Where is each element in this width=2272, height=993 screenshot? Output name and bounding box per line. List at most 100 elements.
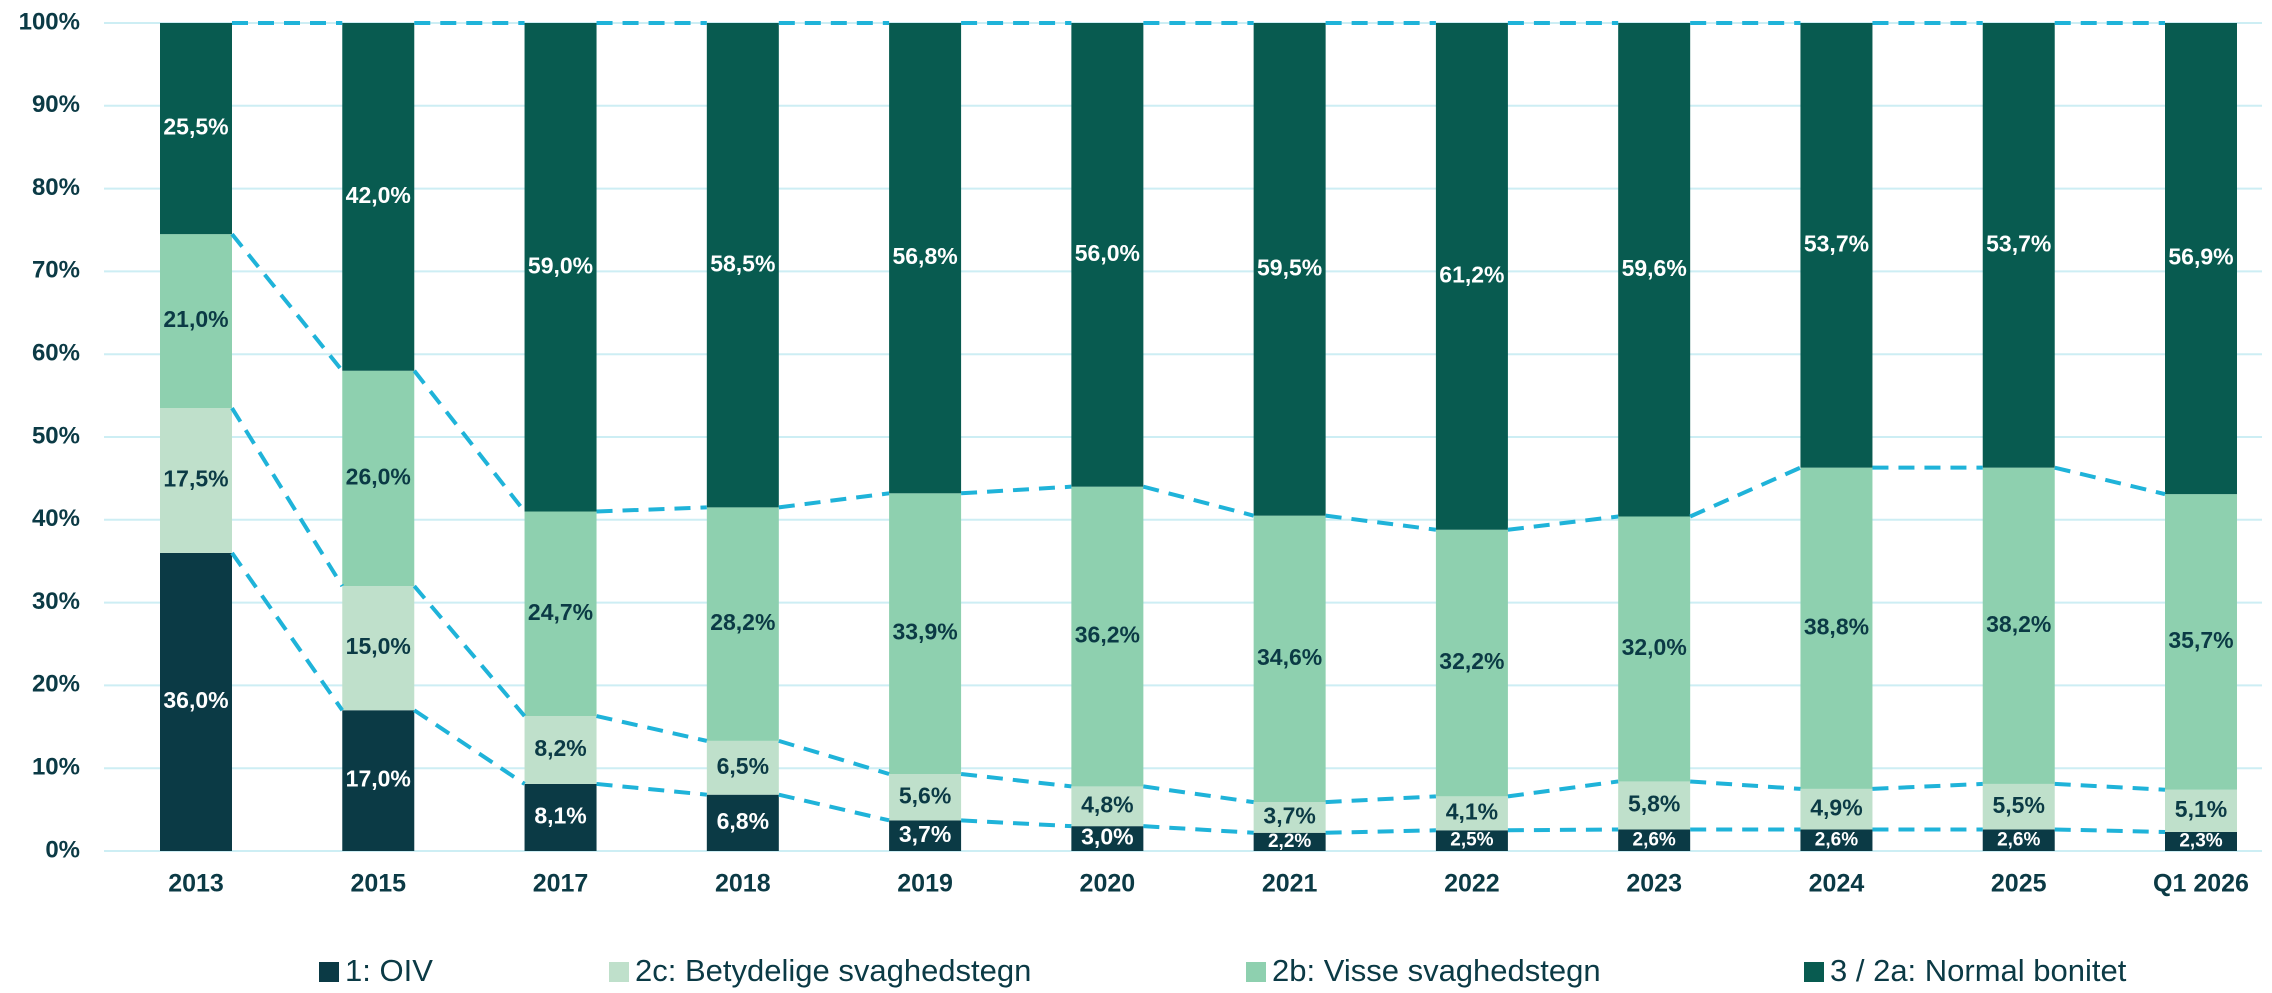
connector-line bbox=[1143, 824, 1254, 835]
bar-segment bbox=[524, 511, 597, 717]
value-label: 4,8% bbox=[1081, 791, 1133, 817]
value-label: 5,6% bbox=[899, 782, 951, 808]
value-label: 36,0% bbox=[163, 687, 228, 713]
value-label: 56,9% bbox=[2168, 244, 2233, 270]
y-tick-label: 100% bbox=[19, 8, 80, 35]
bar-segment bbox=[160, 234, 232, 409]
legend-marker bbox=[1804, 962, 1824, 982]
bar-segment bbox=[160, 552, 232, 851]
value-label: 34,6% bbox=[1257, 644, 1322, 670]
value-label: 17,5% bbox=[163, 466, 228, 492]
connector-line bbox=[596, 714, 708, 743]
connector-line bbox=[1507, 827, 1619, 833]
value-label: 42,0% bbox=[346, 182, 411, 208]
bar-segment bbox=[1253, 23, 1326, 516]
value-label: 2,6% bbox=[1633, 829, 1676, 850]
x-tick-label: 2023 bbox=[1626, 870, 1682, 898]
bar-segment bbox=[342, 23, 415, 371]
value-label: 53,7% bbox=[1986, 230, 2051, 256]
value-label: 33,9% bbox=[892, 619, 957, 645]
connector-line bbox=[230, 406, 344, 588]
value-label: 61,2% bbox=[1439, 261, 1504, 287]
legend-marker bbox=[1246, 962, 1266, 982]
x-tick-label: 2021 bbox=[1262, 870, 1318, 898]
value-label: 2,3% bbox=[2179, 830, 2222, 851]
connector-line bbox=[960, 484, 1072, 496]
legend-label: 2b: Visse svaghedstegn bbox=[1272, 953, 1601, 988]
x-tick-label: Q1 2026 bbox=[2153, 870, 2249, 898]
value-label: 8,2% bbox=[534, 735, 586, 761]
bar-segment bbox=[889, 493, 962, 774]
bar-segment bbox=[706, 740, 779, 795]
bar-segment bbox=[1800, 467, 1873, 789]
bar-segment bbox=[1982, 829, 2055, 851]
bar-segment bbox=[1253, 802, 1326, 833]
bar-segment bbox=[1982, 467, 2055, 784]
connector-line bbox=[412, 369, 527, 513]
connector-line bbox=[2054, 465, 2166, 497]
bar-segment bbox=[342, 586, 415, 711]
legend-marker bbox=[319, 962, 339, 982]
bar-segment bbox=[524, 783, 597, 851]
connector-line bbox=[1325, 794, 1437, 805]
bar-segment bbox=[160, 23, 232, 235]
bar-segment bbox=[2165, 789, 2237, 832]
x-tick-label: 2019 bbox=[897, 870, 953, 898]
y-tick-label: 60% bbox=[32, 340, 80, 367]
x-tick-label: 2020 bbox=[1080, 870, 1136, 898]
value-label: 32,0% bbox=[1622, 634, 1687, 660]
value-label: 3,0% bbox=[1081, 824, 1133, 850]
connector-line bbox=[413, 708, 526, 786]
x-tick-label: 2022 bbox=[1444, 870, 1500, 898]
bar-segment bbox=[1435, 830, 1508, 851]
bar-segment bbox=[160, 408, 232, 553]
value-label: 2,5% bbox=[1450, 830, 1493, 851]
legend-label: 2c: Betydelige svaghedstegn bbox=[635, 953, 1031, 988]
y-tick-label: 20% bbox=[32, 671, 80, 698]
value-label: 26,0% bbox=[346, 463, 411, 489]
bar-segment bbox=[2165, 831, 2237, 851]
bar-segment bbox=[1071, 786, 1144, 827]
value-label: 35,7% bbox=[2168, 627, 2233, 653]
bar-segment bbox=[1800, 23, 1873, 468]
connector-line bbox=[2054, 827, 2166, 834]
connector-line bbox=[1689, 465, 1802, 519]
bar-segment bbox=[706, 23, 779, 508]
bar-segment bbox=[2165, 494, 2237, 790]
value-label: 38,2% bbox=[1986, 611, 2051, 637]
connector-line bbox=[1325, 513, 1437, 532]
bar-segment bbox=[1618, 829, 1691, 851]
bar-segment bbox=[889, 820, 962, 851]
y-tick-label: 70% bbox=[32, 257, 80, 284]
bar-segment bbox=[1618, 516, 1691, 782]
connector-line bbox=[1142, 484, 1255, 518]
bar-segment bbox=[1253, 515, 1326, 803]
y-tick-label: 40% bbox=[32, 505, 80, 532]
bar-segment bbox=[1982, 783, 2055, 830]
value-label: 24,7% bbox=[528, 599, 593, 625]
value-label: 17,0% bbox=[346, 766, 411, 792]
value-label: 25,5% bbox=[163, 114, 228, 140]
connector-line bbox=[1872, 781, 1983, 791]
bar-segment bbox=[706, 794, 779, 851]
bar-segment bbox=[706, 507, 779, 741]
value-label: 36,2% bbox=[1075, 622, 1140, 648]
y-tick-label: 10% bbox=[32, 754, 80, 781]
bar-segment bbox=[1618, 23, 1691, 517]
bar-segment bbox=[889, 23, 962, 494]
bar-segment bbox=[1435, 23, 1508, 530]
connector-line bbox=[778, 738, 890, 776]
value-label: 3,7% bbox=[899, 821, 951, 847]
x-tick-label: 2025 bbox=[1991, 870, 2047, 898]
value-label: 56,0% bbox=[1075, 240, 1140, 266]
connector-line bbox=[596, 505, 707, 514]
x-tick-label: 2018 bbox=[715, 870, 771, 898]
value-label: 28,2% bbox=[710, 609, 775, 635]
bar-segment bbox=[1071, 23, 1144, 487]
bar-segment bbox=[1253, 832, 1326, 851]
connector-line bbox=[596, 781, 708, 797]
bar-segment bbox=[524, 716, 597, 784]
y-tick-label: 80% bbox=[32, 174, 80, 201]
bar-segment bbox=[1618, 781, 1691, 830]
